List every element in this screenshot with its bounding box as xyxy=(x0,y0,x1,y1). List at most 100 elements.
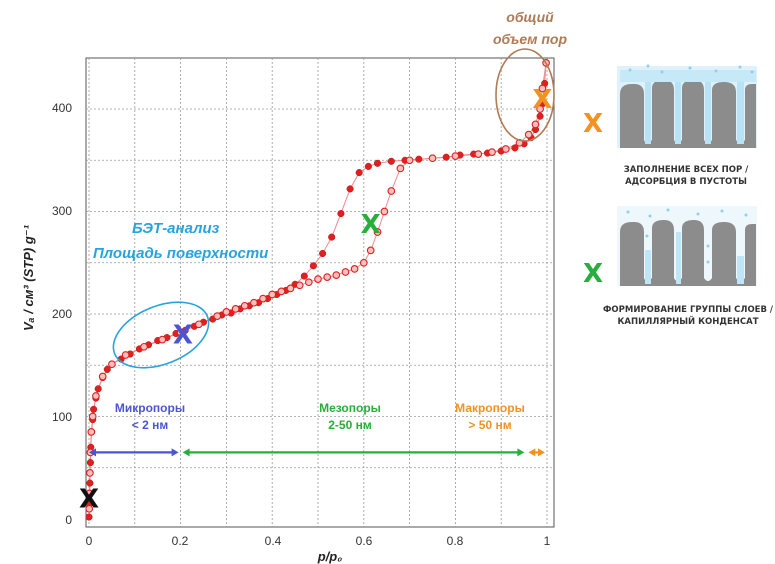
desorption-point xyxy=(121,351,130,359)
desorption-point xyxy=(323,273,332,281)
desorption-point xyxy=(380,207,389,216)
stage-marker-monolayer: X xyxy=(173,321,193,351)
adsorption-point xyxy=(337,210,345,218)
desorption-point xyxy=(250,298,258,307)
stage-marker-multilayer: X xyxy=(361,210,381,240)
y-axis-title: Vₐ / см³ (STP) g⁻¹ xyxy=(21,224,36,331)
desorption-point xyxy=(176,328,185,337)
adsorption-point xyxy=(364,162,372,170)
x-axis-title: p/p₀ xyxy=(317,549,343,564)
adsorption-point xyxy=(86,513,93,521)
legend-caption-filled-line2: АДСОРБЦИЯ В ПУСТОТЫ xyxy=(625,177,747,187)
adsorption-point xyxy=(309,262,317,270)
desorption-point xyxy=(536,105,544,113)
y-tick-label: 200 xyxy=(52,307,72,321)
desorption-point xyxy=(87,428,96,436)
total-volume-subtitle: объем пор xyxy=(493,31,568,47)
desorption-point xyxy=(428,154,437,163)
total-volume-ellipse xyxy=(495,48,555,142)
desorption-point xyxy=(295,281,304,290)
desorption-point xyxy=(501,145,510,153)
plot-area xyxy=(85,57,555,528)
stage-markers: X X X X xyxy=(79,85,552,515)
total-volume-title: общий xyxy=(506,9,554,25)
mesopore-label: Мезопоры xyxy=(319,401,381,415)
adsorption-point xyxy=(373,159,382,167)
legend-caption-filled-line1: ЗАПОЛНЕНИЕ ВСЕХ ПОР / xyxy=(624,165,749,175)
x-tick-label: 1 xyxy=(544,534,551,548)
macropore-size-label: > 50 нм xyxy=(468,418,511,432)
desorption-point xyxy=(286,284,295,293)
bet-title: БЭТ-анализ xyxy=(132,220,220,237)
desorption-point xyxy=(524,130,533,139)
x-tick-label: 0.2 xyxy=(172,534,189,548)
adsorption-point xyxy=(90,405,98,413)
range-arrowhead-right xyxy=(517,448,525,457)
desorption-point xyxy=(195,320,203,329)
adsorption-point xyxy=(300,272,308,280)
y-tick-label: 0 xyxy=(65,513,72,527)
x-tick-label: 0.6 xyxy=(356,534,373,548)
desorption-point xyxy=(350,265,359,273)
pore-size-ranges: Микропоры < 2 нм Мезопоры 2-50 нм Макроп… xyxy=(89,401,545,457)
legend-caption-multilayer-line1: ФОРМИРОВАНИЕ ГРУППЫ СЛОЕВ / xyxy=(603,305,774,315)
desorption-point xyxy=(341,268,350,276)
mesopore-size-label: 2-50 нм xyxy=(328,418,372,432)
range-arrowhead-left xyxy=(182,448,190,457)
desorption-point xyxy=(158,335,167,344)
desorption-point xyxy=(231,305,240,313)
pore-condensate xyxy=(645,232,744,284)
desorption-point xyxy=(108,360,116,369)
desorption-point xyxy=(332,271,341,279)
desorption-point xyxy=(373,228,382,236)
adsorption-point xyxy=(415,155,423,163)
desorption-point xyxy=(396,164,405,173)
pore-wall-shape xyxy=(620,80,756,148)
desorption-point xyxy=(488,148,496,156)
desorption-point xyxy=(405,156,414,165)
x-tick-label: 0 xyxy=(86,534,93,548)
adsorption-point xyxy=(346,185,354,193)
desorption-point xyxy=(86,489,94,498)
pore-wall-shape xyxy=(620,220,756,286)
legend-marker-filled: X xyxy=(583,109,603,139)
range-arrowhead-left xyxy=(89,448,96,457)
desorption-point xyxy=(86,504,94,513)
desorption-point xyxy=(277,287,286,296)
pore-illustration-multilayer: X ФОРМИРОВАНИЕ ГРУППЫ СЛОЕВ / КАПИЛЛЯРНЫ… xyxy=(583,206,774,327)
desorption-point xyxy=(268,290,277,299)
gas-molecules xyxy=(628,64,754,74)
desorption-point xyxy=(259,294,267,303)
stage-marker-saturation: X xyxy=(532,85,552,115)
adsorption-point xyxy=(103,365,111,373)
adsorption-point xyxy=(536,112,544,120)
adsorption-point xyxy=(328,233,336,241)
series-points xyxy=(86,59,550,521)
legend-caption-multilayer-line2: КАПИЛЛЯРНЫЙ КОНДЕНСАТ xyxy=(617,315,758,327)
pore-illustration-filled: X ЗАПОЛНЕНИЕ ВСЕХ ПОР / АДСОРБЦИЯ В ПУСТ… xyxy=(583,64,757,187)
desorption-point xyxy=(451,152,460,160)
y-tick-label: 400 xyxy=(52,101,72,115)
pore-fill-liquid xyxy=(620,70,756,144)
desorption-point xyxy=(366,246,375,255)
desorption-point xyxy=(359,258,368,267)
pore-illustration-panel: X ЗАПОЛНЕНИЕ ВСЕХ ПОР / АДСОРБЦИЯ В ПУСТ… xyxy=(583,64,774,327)
desorption-point xyxy=(213,312,222,320)
adsorption-point xyxy=(387,157,395,165)
y-axis: 0 100 200 300 400 Vₐ / см³ (STP) g⁻¹ xyxy=(21,101,72,527)
desorption-point xyxy=(92,392,100,400)
stage-marker-initial: X xyxy=(79,485,99,515)
x-tick-label: 0.4 xyxy=(265,534,282,548)
adsorption-point xyxy=(319,249,327,258)
desorption-point xyxy=(88,412,97,421)
bet-subtitle: Площадь поверхности xyxy=(93,245,268,262)
range-arrowhead-right xyxy=(538,448,545,457)
bet-annotation: БЭТ-анализ Площадь поверхности xyxy=(93,220,268,369)
gas-molecules xyxy=(626,208,748,264)
micropore-label: Микропоры xyxy=(115,401,185,415)
adsorption-point xyxy=(355,169,363,177)
x-tick-label: 0.8 xyxy=(447,534,464,548)
adsorption-point xyxy=(86,479,94,487)
desorption-point xyxy=(387,187,396,195)
